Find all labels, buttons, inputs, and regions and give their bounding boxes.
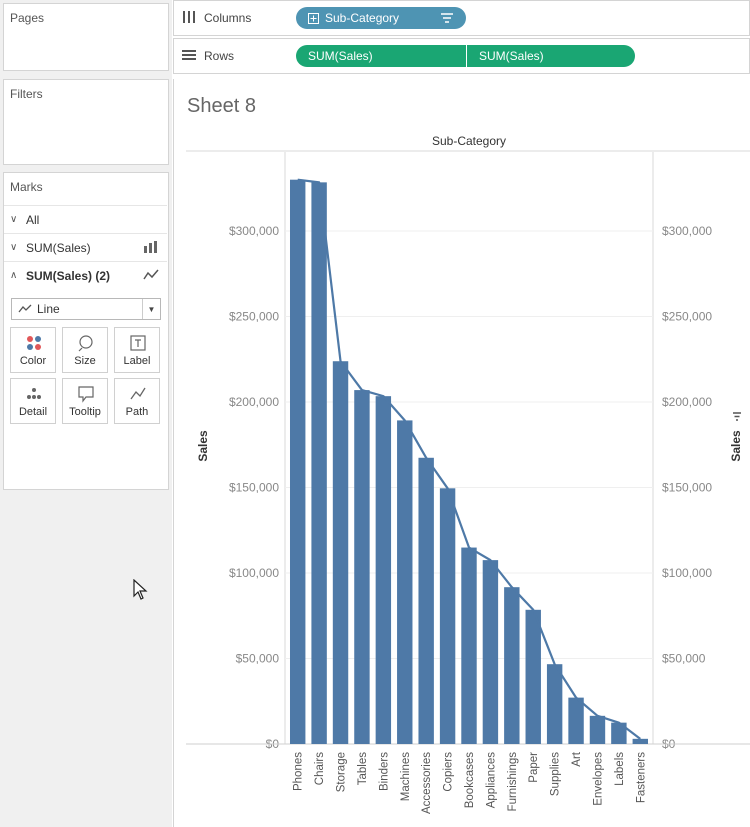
marks-title: Marks (10, 180, 43, 194)
sheet-title: Sheet 8 (187, 95, 256, 117)
columns-shelf[interactable]: Columns Sub-Category (173, 0, 750, 36)
sum-sales-pill-label: SUM(Sales) (308, 49, 373, 63)
line-chart-icon (143, 269, 159, 284)
size-icon (78, 335, 93, 352)
chevron-up-icon: ∧ (10, 270, 18, 281)
size-button-label: Size (74, 355, 96, 367)
tooltip-icon (78, 386, 94, 403)
pages-card[interactable]: Pages (3, 3, 169, 71)
detail-button[interactable]: Detail (10, 378, 56, 424)
rows-icon (182, 50, 196, 60)
path-button[interactable]: Path (114, 378, 160, 424)
marks-row-sum-sales-2[interactable]: ∧ SUM(Sales) (2) (4, 261, 167, 289)
mouse-cursor-icon (133, 579, 148, 600)
label-button[interactable]: Label (114, 327, 160, 373)
detail-icon (27, 388, 41, 399)
columns-shelf-label: Columns (204, 11, 252, 25)
rows-shelf-label: Rows (204, 49, 235, 63)
pages-title: Pages (10, 11, 45, 25)
sum-sales-pill-1[interactable]: SUM(Sales) (296, 45, 466, 67)
sub-category-pill[interactable]: Sub-Category (296, 7, 466, 29)
chevron-down-icon: ▼ (142, 299, 160, 319)
marks-card: Marks ∨ All ∨ SUM(Sales) ∧ SUM(Sales) (2… (3, 172, 169, 490)
rows-shelf[interactable]: Rows SUM(Sales) SUM(Sales) (173, 38, 750, 74)
path-icon (130, 387, 146, 400)
sum-sales-pill-label: SUM(Sales) (479, 49, 544, 63)
marks-row-label: All (26, 212, 40, 227)
bar-chart-icon (143, 241, 159, 256)
tooltip-button[interactable]: Tooltip (62, 378, 108, 424)
sort-descending-icon (441, 13, 453, 23)
path-button-label: Path (125, 406, 149, 418)
sum-sales-pill-2[interactable]: SUM(Sales) (467, 45, 635, 67)
label-button-label: Label (123, 355, 151, 367)
mark-type-value: Line (37, 302, 60, 316)
color-button-label: Color (19, 355, 47, 367)
detail-button-label: Detail (18, 406, 48, 418)
filters-title: Filters (10, 87, 43, 101)
sheet-view: Sheet 8 (173, 79, 750, 827)
color-button[interactable]: Color (10, 327, 56, 373)
mark-type-dropdown[interactable]: Line ▼ (11, 298, 161, 320)
color-dots-icon (27, 336, 41, 350)
marks-row-label: SUM(Sales) (2) (26, 268, 111, 283)
label-icon (130, 335, 146, 351)
filters-card[interactable]: Filters (3, 79, 169, 165)
marks-row-sum-sales[interactable]: ∨ SUM(Sales) (4, 233, 167, 261)
sub-category-pill-label: Sub-Category (325, 11, 400, 25)
size-button[interactable]: Size (62, 327, 108, 373)
marks-row-all[interactable]: ∨ All (4, 205, 167, 233)
chevron-down-icon: ∨ (10, 242, 18, 253)
line-chart-icon (18, 304, 32, 313)
marks-row-label: SUM(Sales) (26, 240, 91, 255)
tooltip-button-label: Tooltip (69, 406, 101, 418)
plus-box-icon (308, 12, 319, 24)
columns-icon (183, 11, 195, 23)
chevron-down-icon: ∨ (10, 214, 18, 225)
